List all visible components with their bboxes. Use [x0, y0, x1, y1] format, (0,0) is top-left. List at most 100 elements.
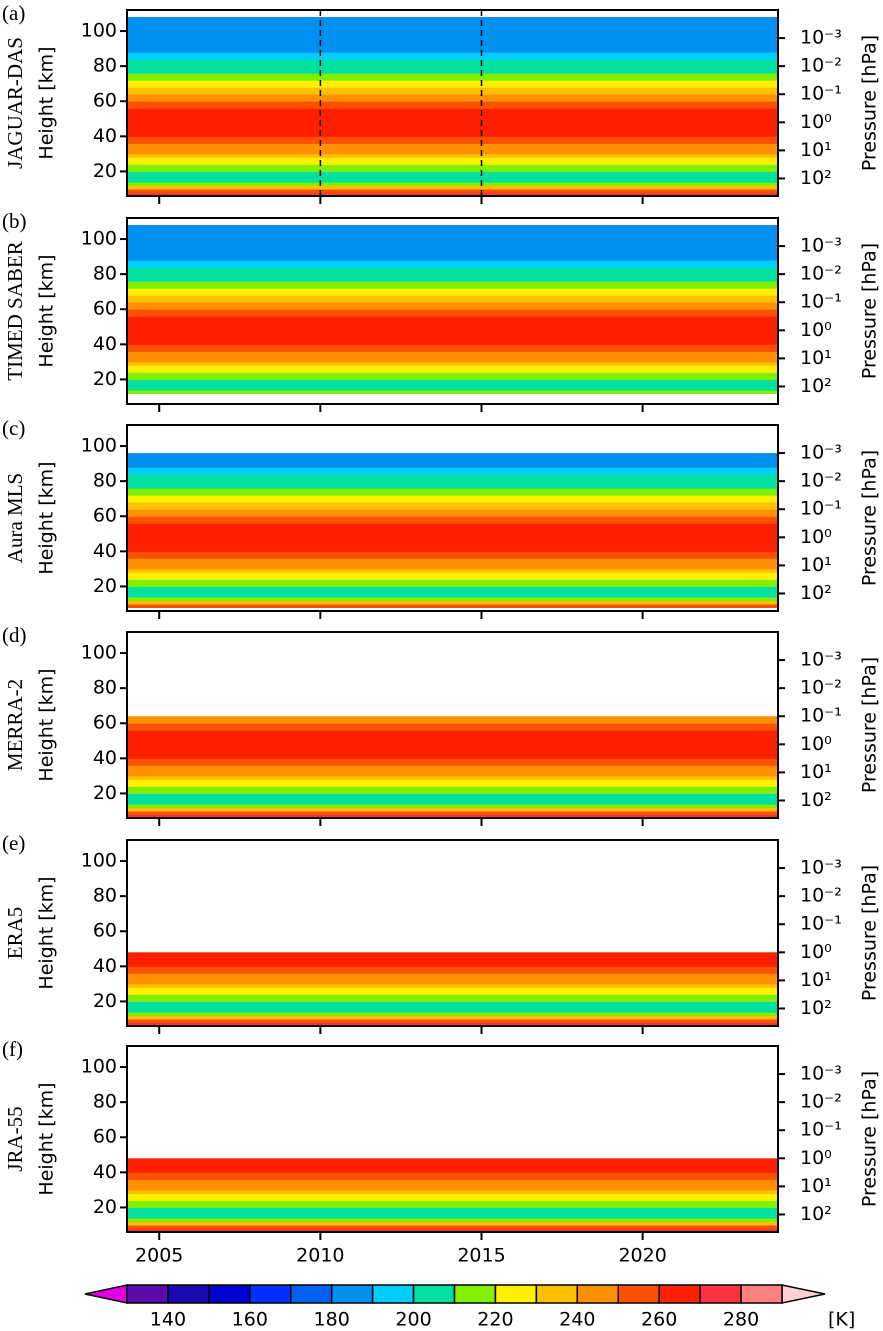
y-tick-label: 60: [93, 1126, 117, 1148]
contour-band: [127, 803, 778, 808]
colorbar-cell: [208, 1284, 251, 1304]
y-axis-label: Height [km]: [36, 46, 58, 159]
y-tick-label: 20: [93, 1196, 117, 1218]
contour-band: [127, 59, 778, 67]
contour-band: [127, 148, 778, 155]
contour-band: [127, 1184, 778, 1191]
x-tick-label: 2020: [618, 1245, 666, 1267]
contour-band: [127, 807, 778, 812]
contour-band: [127, 379, 778, 384]
contour-band: [127, 361, 778, 366]
contour-band: [127, 779, 778, 784]
contour-band: [127, 1008, 778, 1013]
y2-tick-label: 10¹: [800, 969, 832, 991]
contour-band: [127, 1228, 778, 1233]
contour-band: [127, 1011, 778, 1016]
x-tick-label: 2010: [296, 1245, 344, 1267]
contour-band: [127, 793, 778, 798]
contour-band: [127, 94, 778, 102]
plot-frame: [126, 631, 779, 819]
contour-band: [127, 509, 778, 517]
contour-band: [127, 108, 778, 116]
y-tick-label: 100: [81, 20, 117, 42]
contour-band: [127, 356, 778, 363]
contour-band: [127, 66, 778, 74]
contour-band: [127, 723, 778, 731]
contour-band: [127, 603, 778, 608]
y-tick-label: 80: [93, 263, 117, 285]
contour-band: [127, 153, 778, 158]
y-tick-label: 20: [93, 990, 117, 1012]
dataset-name: ERA5: [3, 907, 27, 960]
contour-band: [127, 596, 778, 601]
contour-band: [127, 31, 778, 39]
contour-band: [127, 129, 778, 137]
contour-band: [127, 502, 778, 510]
contour-band: [127, 239, 778, 247]
y2-tick-label: 10⁻²: [800, 677, 842, 699]
contour-band: [127, 73, 778, 81]
panel-label: (d): [2, 623, 27, 647]
contour-band: [127, 593, 778, 598]
y2-tick-label: 10¹: [800, 554, 832, 576]
contour-band: [127, 770, 778, 777]
contour-band: [127, 994, 778, 999]
plot-frame: [126, 9, 779, 197]
contour-band: [127, 1165, 778, 1173]
contour-band: [127, 375, 778, 380]
contour-band: [127, 572, 778, 577]
contour-band: [127, 1189, 778, 1194]
contour-band: [127, 192, 778, 197]
contour-band: [127, 330, 778, 338]
contour-band: [127, 157, 778, 162]
contour-band: [127, 167, 778, 172]
y-tick-label: 40: [93, 747, 117, 769]
contour-band: [127, 24, 778, 32]
contour-band: [127, 160, 778, 165]
contour-band: [127, 17, 778, 25]
y-axis-label: Height [km]: [36, 876, 58, 989]
contour-band: [127, 232, 778, 240]
colorbar-cell: [453, 1284, 497, 1304]
contour-band: [127, 1004, 778, 1009]
contour-band: [127, 185, 778, 190]
contour-band: [127, 516, 778, 524]
y2-tick-label: 10⁻³: [800, 442, 842, 464]
colorbar-tick-label: 220: [477, 1309, 513, 1331]
contour-band: [127, 782, 778, 787]
y-axis-label: Height [km]: [36, 1082, 58, 1195]
plot-frame: [126, 217, 779, 405]
contour-band: [127, 337, 778, 345]
contour-band: [127, 537, 778, 545]
y-tick-label: 100: [81, 642, 117, 664]
contour-band: [127, 309, 778, 317]
y-tick-label: 20: [93, 575, 117, 597]
contour-band: [127, 990, 778, 995]
colorbar-cell: [535, 1284, 579, 1304]
contour-band: [127, 52, 778, 60]
contour-band: [127, 1203, 778, 1208]
contour-band: [127, 1224, 778, 1229]
colorbar-tick-label: 180: [314, 1309, 350, 1331]
contour-band: [127, 171, 778, 176]
contour-band: [127, 523, 778, 531]
y-tick-label: 40: [93, 955, 117, 977]
y-tick-label: 100: [81, 228, 117, 250]
contour-band: [127, 295, 778, 303]
contour-band: [127, 978, 778, 985]
y-tick-label: 60: [93, 90, 117, 112]
contour-band: [127, 1179, 778, 1186]
colorbar-cell: [617, 1284, 660, 1304]
contour-band: [127, 530, 778, 538]
contour-band: [127, 225, 778, 233]
contour-band: [127, 474, 778, 482]
y-tick-label: 100: [81, 435, 117, 457]
contour-band: [127, 810, 778, 815]
contour-band: [127, 288, 778, 296]
contour-band: [127, 558, 778, 565]
contour-band: [127, 586, 778, 591]
colorbar-tick-label: 200: [395, 1309, 431, 1331]
contour-band: [127, 1193, 778, 1198]
contour-band: [127, 80, 778, 88]
contour-band: [127, 481, 778, 489]
